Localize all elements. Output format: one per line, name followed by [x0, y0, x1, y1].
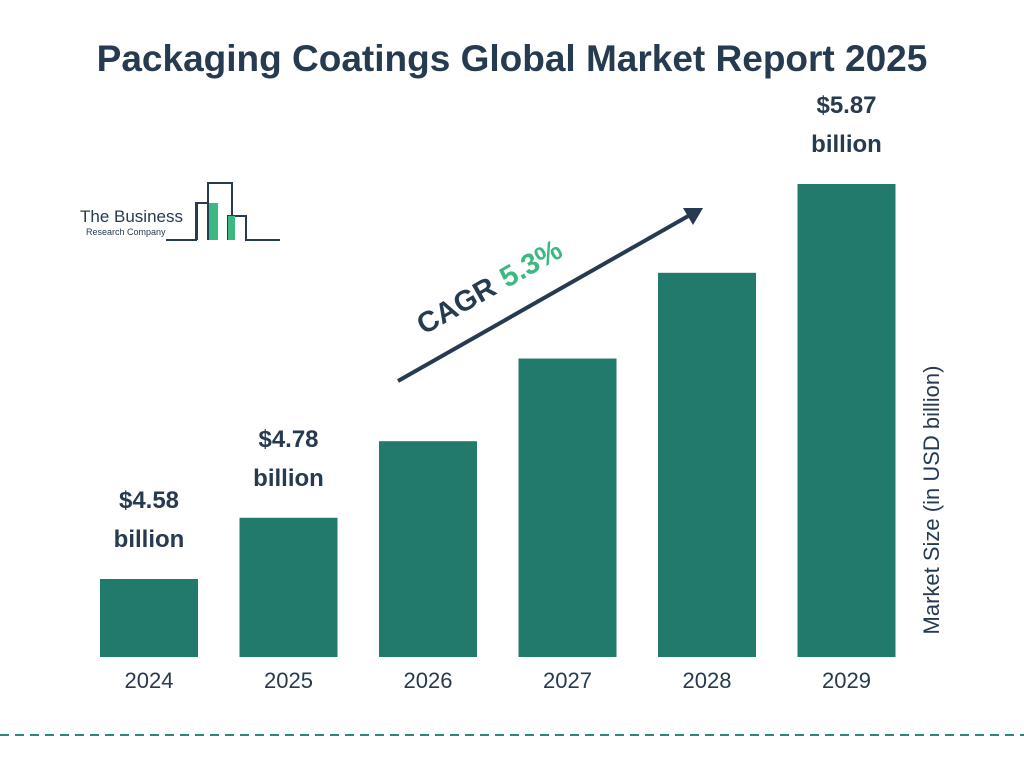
bar: [518, 358, 617, 657]
logo-subtext: Research Company: [86, 227, 166, 237]
bar: [100, 579, 198, 657]
logo-text: The Business: [80, 207, 183, 226]
x-tick-label: 2027: [543, 668, 592, 693]
bar: [658, 272, 756, 657]
logo-bar: [228, 216, 235, 240]
bar: [797, 184, 896, 657]
logo-lines: [166, 182, 280, 241]
x-tick-label: 2026: [404, 668, 453, 693]
bar: [239, 517, 338, 657]
logo-bar: [209, 203, 218, 240]
y-axis-label: Market Size (in USD billion): [919, 365, 944, 635]
x-tick-label: 2028: [683, 668, 732, 693]
value-label: $4.58 billion: [113, 487, 185, 553]
value-label: $4.78 billion: [253, 425, 324, 492]
cagr-arrow: [397, 213, 691, 383]
chart-title: Packaging Coatings Global Market Report …: [96, 38, 928, 79]
x-tick-label: 2025: [264, 668, 313, 693]
x-tick-label: 2029: [822, 668, 871, 693]
bar: [379, 441, 477, 657]
value-label: $5.87 billion: [811, 92, 882, 158]
x-tick-label: 2024: [125, 668, 174, 693]
cagr-arrowhead: [683, 208, 703, 225]
logo: The Business Research Company: [80, 182, 280, 241]
